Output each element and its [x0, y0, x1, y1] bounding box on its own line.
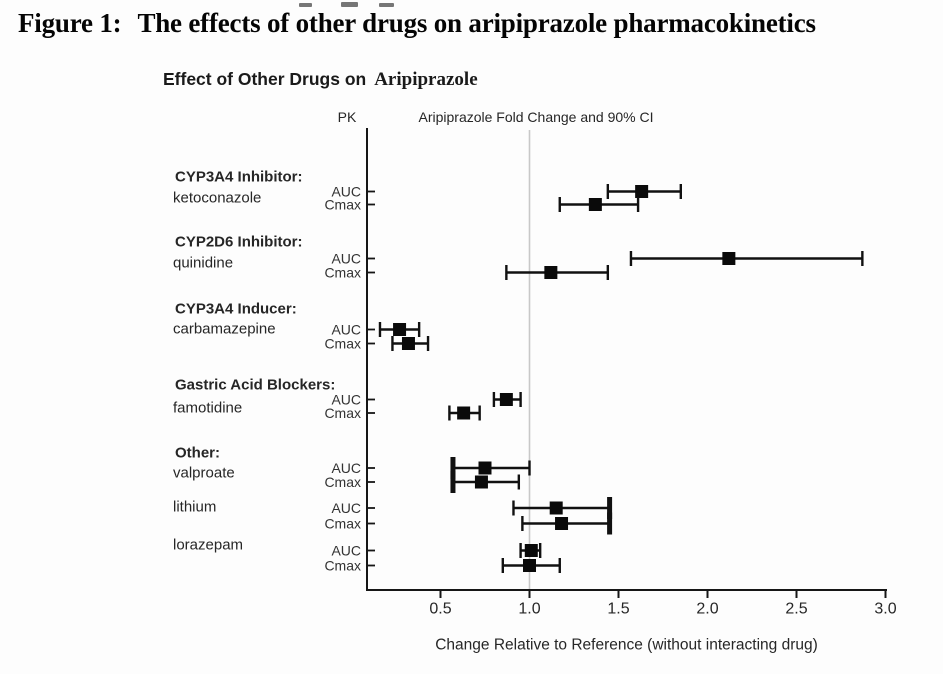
- drug-label: famotidine: [173, 399, 242, 416]
- category-label: CYP2D6 Inhibitor:: [175, 233, 303, 250]
- subtitle-drug-name: Aripiprazole: [374, 69, 478, 90]
- ci-column-header: Aripiprazole Fold Change and 90% CI: [418, 109, 653, 125]
- point-estimate-marker: [457, 406, 471, 420]
- drug-label: lorazepam: [173, 536, 243, 553]
- pk-row-label: Cmax: [324, 264, 361, 280]
- x-tick-label: 1.5: [607, 601, 629, 618]
- point-estimate-marker: [588, 198, 602, 211]
- drug-label: carbamazepine: [173, 320, 276, 337]
- point-estimate-marker: [722, 252, 736, 265]
- scan-artifact: [379, 3, 394, 7]
- x-tick-label: 3.0: [874, 601, 896, 618]
- category-label: Gastric Acid Blockers:: [175, 376, 335, 393]
- pk-row-label: AUC: [331, 542, 361, 558]
- category-label: Other:: [175, 444, 220, 461]
- scan-artifact: [341, 2, 358, 7]
- x-tick-label: 1.0: [518, 601, 540, 618]
- chart-subtitle: Effect of Other Drugs on Aripiprazole: [163, 69, 478, 91]
- pk-row-label: AUC: [331, 460, 361, 476]
- point-estimate-marker: [555, 517, 569, 530]
- category-label: CYP3A4 Inducer:: [175, 300, 297, 317]
- pk-column-header: PK: [338, 109, 357, 125]
- drug-label: ketoconazole: [173, 189, 261, 206]
- figure-number-label: Figure 1:: [18, 8, 122, 38]
- figure-title: Figure 1: The effects of other drugs on a…: [18, 8, 933, 39]
- point-estimate-marker: [474, 475, 488, 489]
- x-tick-label: 2.0: [696, 601, 718, 618]
- subtitle-main: Effect of Other Drugs on: [163, 69, 367, 89]
- drug-label: valproate: [173, 464, 235, 481]
- point-estimate-marker: [523, 559, 536, 572]
- category-label: CYP3A4 Inhibitor:: [175, 168, 303, 185]
- pk-row-label: AUC: [331, 391, 361, 407]
- x-tick-label: 2.5: [785, 601, 807, 618]
- pk-row-label: AUC: [331, 183, 361, 199]
- figure-title-text: The effects of other drugs on aripiprazo…: [137, 8, 816, 38]
- point-estimate-marker: [478, 461, 492, 475]
- pk-row-label: AUC: [331, 250, 361, 266]
- x-tick-label: 0.5: [429, 601, 451, 618]
- pk-row-label: Cmax: [324, 196, 361, 212]
- pk-row-label: AUC: [331, 321, 361, 337]
- scan-artifact: [299, 3, 312, 7]
- drug-label: lithium: [173, 498, 216, 515]
- pk-row-label: Cmax: [324, 335, 361, 351]
- pk-row-label: Cmax: [324, 405, 361, 421]
- point-estimate-marker: [499, 393, 513, 406]
- pk-row-label: Cmax: [324, 557, 361, 573]
- pk-row-label: Cmax: [324, 474, 361, 490]
- point-estimate-marker: [549, 501, 563, 515]
- pk-row-label: Cmax: [324, 515, 361, 531]
- point-estimate-marker: [393, 323, 407, 336]
- pk-row-label: AUC: [331, 500, 361, 516]
- point-estimate-marker: [635, 185, 649, 198]
- drug-label: quinidine: [173, 254, 233, 271]
- point-estimate-marker: [401, 337, 415, 350]
- x-axis-title: Change Relative to Reference (without in…: [435, 636, 818, 653]
- point-estimate-marker: [524, 544, 538, 557]
- point-estimate-marker: [544, 266, 558, 279]
